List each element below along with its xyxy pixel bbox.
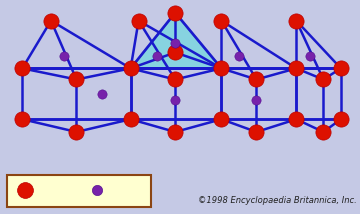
Point: [48, 19, 54, 22]
Point: [94, 188, 100, 191]
Point: [172, 11, 178, 14]
Point: [73, 130, 79, 134]
Point: [61, 55, 67, 58]
Point: [293, 19, 299, 22]
Point: [253, 98, 259, 102]
Point: [19, 117, 25, 121]
Point: [154, 55, 160, 58]
Point: [219, 19, 224, 22]
Point: [73, 78, 79, 81]
Point: [320, 78, 326, 81]
Text: oxygen: oxygen: [47, 184, 85, 195]
Point: [236, 55, 242, 58]
Point: [219, 117, 224, 121]
Point: [338, 67, 344, 70]
Point: [219, 67, 224, 70]
Point: [172, 130, 178, 134]
Point: [253, 78, 259, 81]
Point: [128, 67, 134, 70]
Polygon shape: [131, 13, 221, 68]
Point: [307, 55, 313, 58]
Point: [172, 78, 178, 81]
Text: ©1998 Encyclopaedia Britannica, Inc.: ©1998 Encyclopaedia Britannica, Inc.: [198, 196, 356, 205]
Point: [338, 117, 344, 121]
Text: silicon: silicon: [115, 184, 148, 195]
Point: [320, 130, 326, 134]
Point: [172, 51, 178, 54]
Point: [19, 67, 25, 70]
Point: [172, 98, 178, 102]
Point: [293, 117, 299, 121]
Point: [22, 188, 28, 191]
Point: [253, 130, 259, 134]
FancyBboxPatch shape: [7, 175, 151, 207]
Point: [99, 92, 105, 95]
Point: [293, 67, 299, 70]
Point: [128, 117, 134, 121]
Point: [136, 19, 141, 22]
Point: [172, 41, 178, 45]
